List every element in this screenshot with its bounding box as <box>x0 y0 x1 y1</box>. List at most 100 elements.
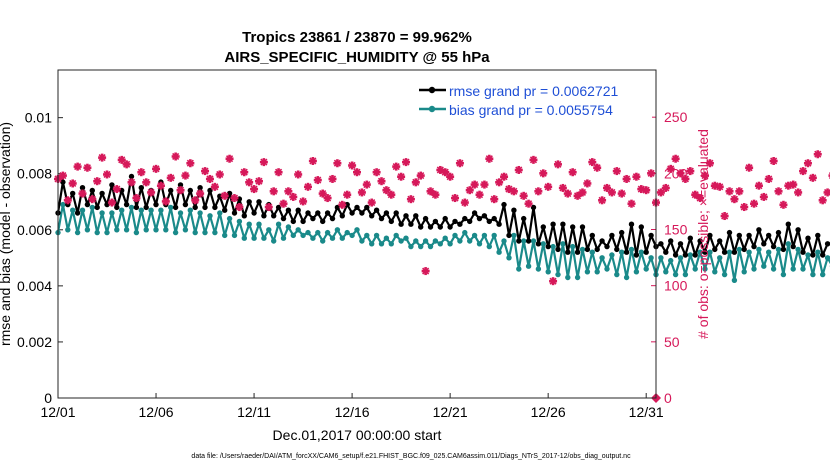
x-tick-label: 12/06 <box>139 404 174 420</box>
rmse-point <box>271 213 277 219</box>
obs-marker-d2 <box>500 173 508 181</box>
obs-marker-d2 <box>431 191 439 199</box>
bias-point <box>373 232 380 239</box>
bias-point <box>496 249 502 255</box>
obs-marker-d2 <box>426 187 435 195</box>
obs-marker-d2 <box>529 156 538 164</box>
rmse-point <box>241 213 247 219</box>
obs-marker-d2 <box>814 150 822 158</box>
bias-line <box>56 203 830 282</box>
obs-evaluated-marker <box>794 188 803 197</box>
x-axis-label: Dec.01,2017 00:00:00 start <box>273 427 442 443</box>
obs-marker-d2 <box>441 168 449 176</box>
obs-marker-d2 <box>206 175 214 183</box>
bias-point <box>467 238 473 244</box>
bias-point <box>638 249 644 255</box>
bias-point <box>271 238 277 244</box>
obs-evaluated-marker <box>730 195 739 204</box>
obs-marker-d2 <box>142 178 150 186</box>
bias-point <box>231 232 238 239</box>
bias-point <box>212 229 218 236</box>
obs-marker-d2 <box>647 169 655 177</box>
rmse-point <box>687 235 693 241</box>
obs-marker-d2 <box>505 185 513 193</box>
obs-marker-d2 <box>387 191 395 199</box>
obs-marker-d2 <box>304 183 312 191</box>
bias-point <box>741 269 747 275</box>
obs-marker-d2 <box>554 160 562 168</box>
rmse-point <box>354 204 360 211</box>
bias-point <box>241 235 247 241</box>
bias-point <box>648 255 654 261</box>
obs-marker-d2 <box>588 158 596 166</box>
obs-evaluated-marker <box>176 186 185 195</box>
rmse-point <box>525 238 532 244</box>
obs-evaluated-marker <box>593 163 602 172</box>
obs-evaluated-marker <box>152 164 161 173</box>
rmse-point <box>114 204 120 211</box>
y2-tick-labels: 0 50 100 150 200 250 <box>664 109 688 406</box>
rmse-point <box>364 204 370 211</box>
legend-bias-label: bias grand pr = 0.0055754 <box>449 102 613 118</box>
obs-evaluated-marker <box>632 172 641 181</box>
obs-evaluated-marker <box>617 189 626 198</box>
bias-point <box>770 266 777 272</box>
rmse-point <box>310 215 316 222</box>
legend-box <box>416 78 652 118</box>
bias-point <box>339 235 345 241</box>
bias-point <box>511 232 517 239</box>
bias-point <box>702 266 708 272</box>
obs-marker-d2 <box>765 175 773 183</box>
bias-point <box>84 227 91 233</box>
obs-marker-d2 <box>520 192 528 200</box>
rmse-point <box>349 210 355 216</box>
bias-point <box>550 243 556 250</box>
obs-marker-d2 <box>632 173 640 181</box>
obs-marker-d2 <box>265 203 273 211</box>
rmse-point <box>594 246 600 253</box>
y2-tick-label: 250 <box>664 109 688 125</box>
obs-evaluated-marker <box>235 203 244 212</box>
rmse-point <box>795 227 801 233</box>
rmse-point <box>530 204 537 211</box>
obs-marker-d2 <box>774 187 783 195</box>
rmse-point <box>246 199 252 205</box>
rmse-point <box>251 210 257 216</box>
obs-evaluated-marker <box>313 176 322 185</box>
bias-point <box>295 227 301 233</box>
obs-marker-d2 <box>564 189 572 198</box>
obs-marker-d2 <box>456 159 464 167</box>
bias-point <box>236 218 243 225</box>
bias-point <box>104 229 110 236</box>
rmse-point <box>638 224 644 230</box>
obs-marker-d2 <box>216 170 224 179</box>
obs-marker-d2 <box>804 159 812 167</box>
bias-point <box>192 229 198 236</box>
y-tick-label: 0 <box>44 390 52 406</box>
obs-evaluated-marker <box>338 200 347 209</box>
obs-marker-d2 <box>103 170 111 179</box>
obs-marker-d2 <box>627 200 636 208</box>
y2-tick-label: 200 <box>664 165 688 181</box>
obs-evaluated-marker <box>343 190 352 199</box>
bias-point <box>736 246 742 253</box>
rmse-point <box>491 215 497 222</box>
obs-marker-d2 <box>510 187 518 195</box>
bias-point <box>628 246 635 253</box>
obs-evaluated-marker <box>656 188 665 197</box>
obs-evaluated-marker <box>411 178 420 187</box>
obs-evaluated-marker <box>353 168 361 177</box>
rmse-point <box>123 201 130 208</box>
obs-evaluated-marker <box>475 190 484 199</box>
bias-point <box>545 269 551 275</box>
obs-marker-d2 <box>608 188 616 197</box>
obs-evaluated-marker <box>627 199 636 208</box>
bias-point <box>246 221 252 227</box>
rmse-point <box>413 213 419 219</box>
bias-point <box>329 235 336 241</box>
obs-evaluated-marker <box>323 194 332 203</box>
obs-marker-d2 <box>260 158 268 166</box>
rmse-point <box>275 204 282 211</box>
rmse-point <box>89 187 96 194</box>
obs-evaluated-marker <box>573 191 582 200</box>
